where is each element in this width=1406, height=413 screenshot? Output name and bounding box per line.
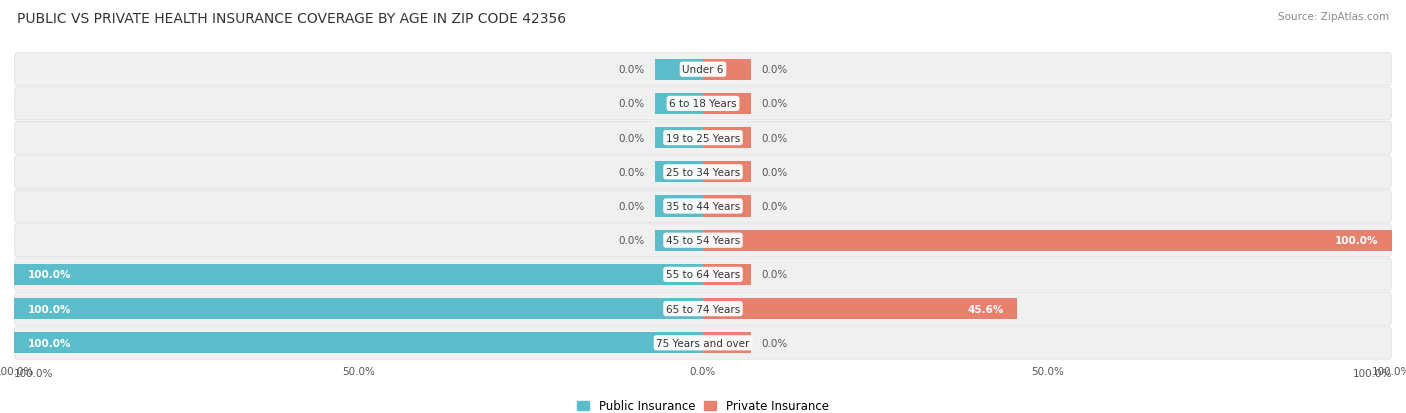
Text: 35 to 44 Years: 35 to 44 Years [666, 202, 740, 211]
Bar [655, 59, 703, 81]
Legend: Public Insurance, Private Insurance: Public Insurance, Private Insurance [572, 395, 834, 413]
FancyBboxPatch shape [14, 224, 1392, 257]
Bar [703, 59, 751, 81]
Bar [14, 332, 703, 354]
Bar [703, 332, 751, 354]
Text: 0.0%: 0.0% [619, 65, 644, 75]
Bar [703, 298, 1017, 319]
FancyBboxPatch shape [14, 292, 1392, 325]
Bar [14, 298, 703, 319]
Bar [655, 128, 703, 149]
Bar [655, 196, 703, 217]
Text: Source: ZipAtlas.com: Source: ZipAtlas.com [1278, 12, 1389, 22]
Text: 45 to 54 Years: 45 to 54 Years [666, 236, 740, 246]
Text: 75 Years and over: 75 Years and over [657, 338, 749, 348]
FancyBboxPatch shape [14, 88, 1392, 121]
Text: 0.0%: 0.0% [762, 65, 787, 75]
Text: 6 to 18 Years: 6 to 18 Years [669, 99, 737, 109]
FancyBboxPatch shape [14, 327, 1392, 359]
Text: 100.0%: 100.0% [28, 338, 72, 348]
Text: 0.0%: 0.0% [762, 99, 787, 109]
Bar [703, 196, 751, 217]
Text: 0.0%: 0.0% [762, 270, 787, 280]
Bar [703, 128, 751, 149]
Bar [655, 230, 703, 251]
Text: 0.0%: 0.0% [619, 167, 644, 177]
FancyBboxPatch shape [14, 190, 1392, 223]
Text: 100.0%: 100.0% [1334, 236, 1378, 246]
Text: 100.0%: 100.0% [28, 304, 72, 314]
Bar [655, 162, 703, 183]
Bar [703, 94, 751, 115]
Text: 55 to 64 Years: 55 to 64 Years [666, 270, 740, 280]
Text: 65 to 74 Years: 65 to 74 Years [666, 304, 740, 314]
Text: 0.0%: 0.0% [619, 99, 644, 109]
Text: 45.6%: 45.6% [967, 304, 1004, 314]
Text: 100.0%: 100.0% [28, 270, 72, 280]
Bar [703, 230, 1392, 251]
Bar [703, 162, 751, 183]
Text: 0.0%: 0.0% [762, 167, 787, 177]
FancyBboxPatch shape [14, 122, 1392, 154]
Bar [703, 264, 751, 285]
Text: 0.0%: 0.0% [619, 202, 644, 211]
Text: 100.0%: 100.0% [1353, 368, 1392, 379]
Text: Under 6: Under 6 [682, 65, 724, 75]
Text: 0.0%: 0.0% [762, 133, 787, 143]
FancyBboxPatch shape [14, 259, 1392, 291]
FancyBboxPatch shape [14, 156, 1392, 189]
Text: 25 to 34 Years: 25 to 34 Years [666, 167, 740, 177]
Text: 100.0%: 100.0% [14, 368, 53, 379]
Text: 19 to 25 Years: 19 to 25 Years [666, 133, 740, 143]
Bar [14, 264, 703, 285]
Text: 0.0%: 0.0% [619, 133, 644, 143]
FancyBboxPatch shape [14, 54, 1392, 86]
Text: PUBLIC VS PRIVATE HEALTH INSURANCE COVERAGE BY AGE IN ZIP CODE 42356: PUBLIC VS PRIVATE HEALTH INSURANCE COVER… [17, 12, 567, 26]
Text: 0.0%: 0.0% [762, 338, 787, 348]
Text: 0.0%: 0.0% [619, 236, 644, 246]
Text: 0.0%: 0.0% [762, 202, 787, 211]
Bar [655, 94, 703, 115]
